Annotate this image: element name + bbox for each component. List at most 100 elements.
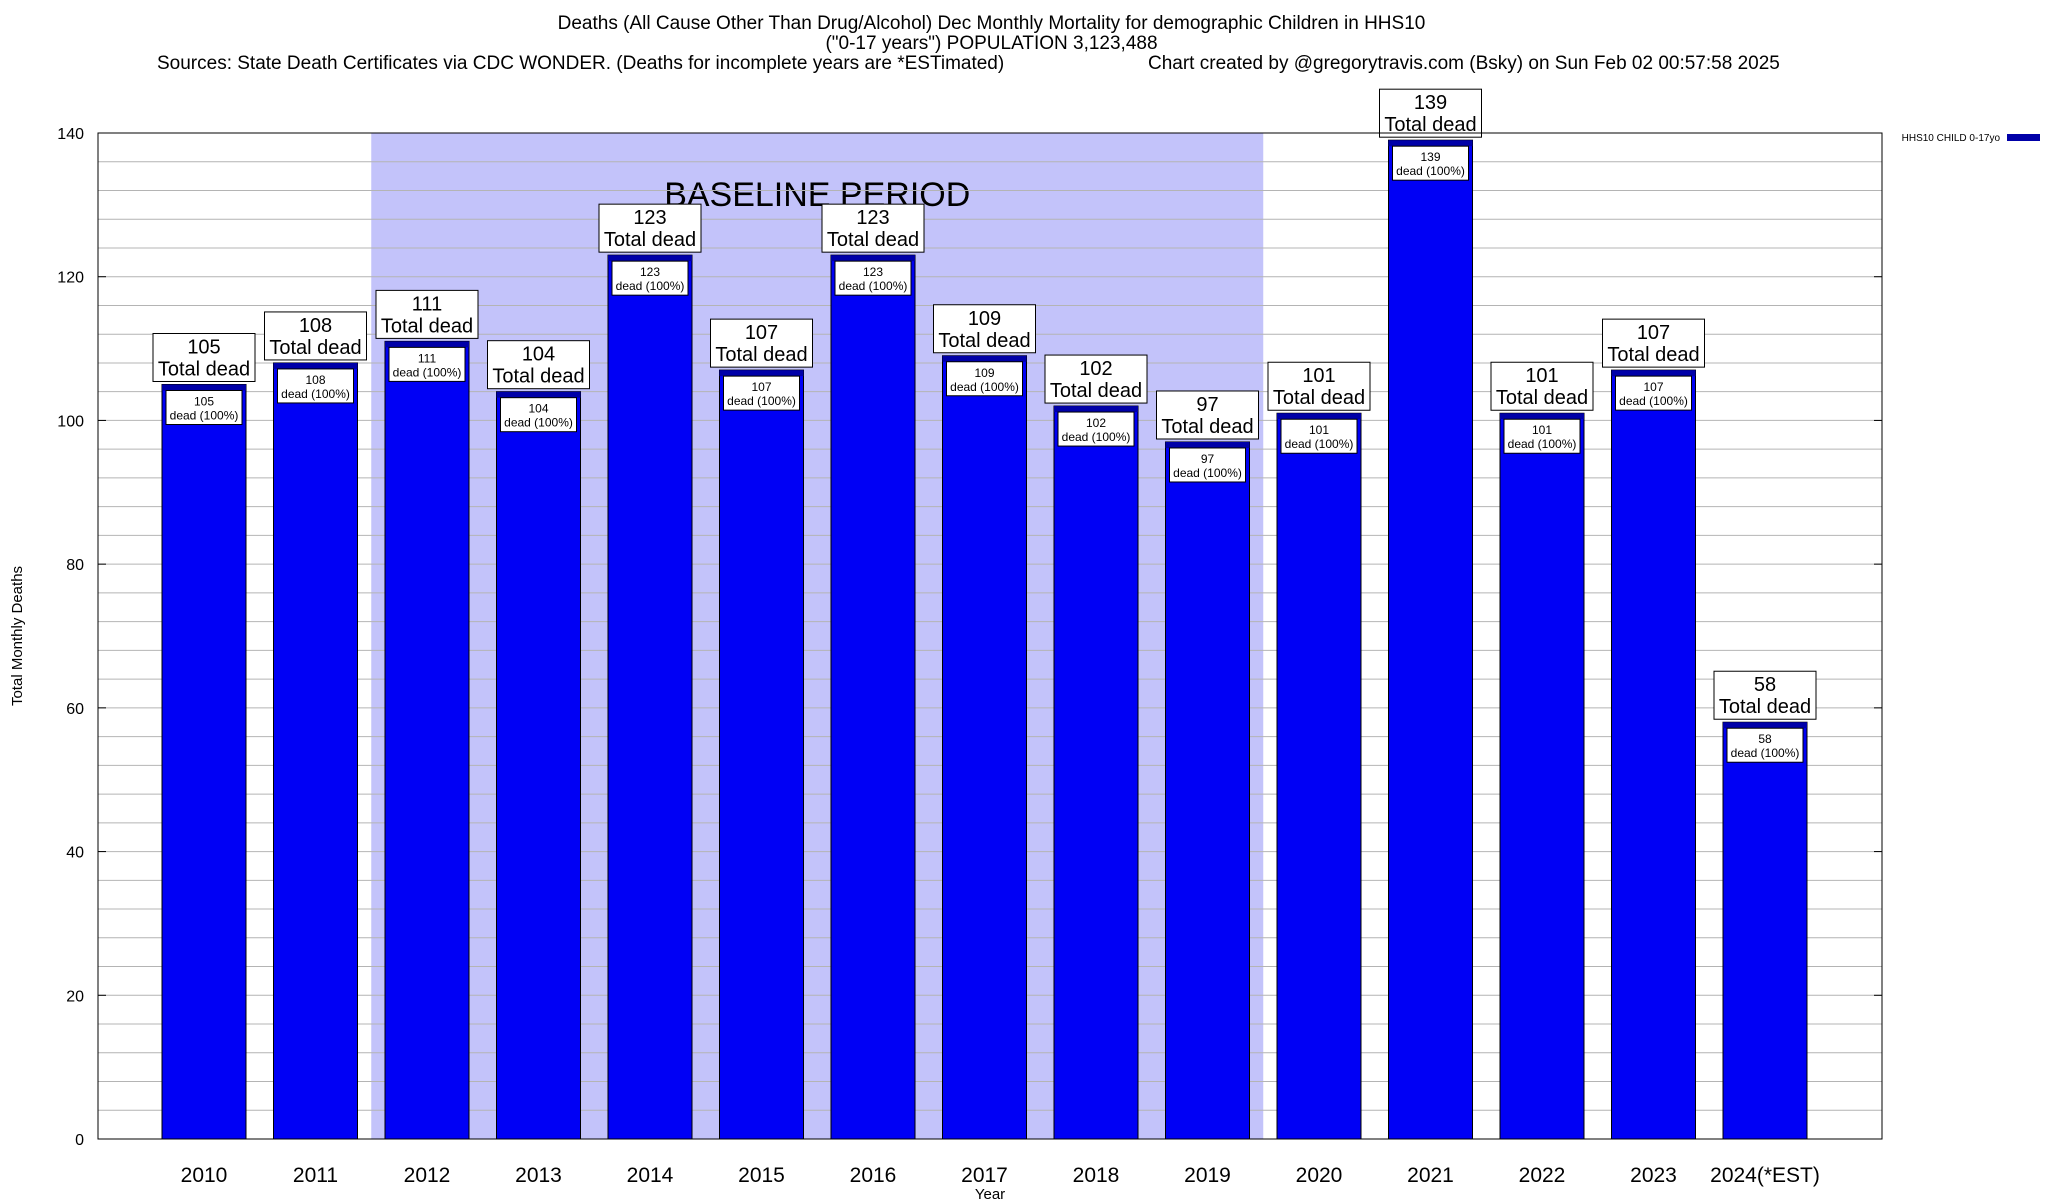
x-tick-label: 2024(*EST) [1710,1164,1820,1187]
bar-inner-label-text: dead (100%) [1173,466,1242,480]
bar [1276,412,1362,1140]
bar-inner-label-value: 101 [1309,423,1329,437]
bar-top-label-text: Total dead [1607,344,1699,366]
bar-top-label-box [487,340,590,390]
x-tick-label: 2012 [404,1164,451,1187]
bar-inner-label-value: 139 [1420,150,1440,164]
legend-swatch [2007,134,2040,141]
legend-entry-label: HHS10 CHILD 0-17yo [1902,133,2001,144]
bar-inner-label-text: dead (100%) [170,409,239,423]
x-tick-label: 2019 [1184,1164,1231,1187]
bar-top-label-text: Total dead [158,359,250,381]
bar-top-band [162,384,246,391]
x-tick-label: 2015 [738,1164,785,1187]
bar-top-label-value: 101 [1302,365,1335,387]
x-tick-label: 2022 [1519,1164,1566,1187]
bar-top-band [942,355,1027,362]
bar-inner-label-value: 101 [1532,423,1552,437]
bar-inner-label-text: dead (100%) [616,279,685,293]
bar-top-label-value: 102 [1079,358,1112,380]
bar-top-band [1611,370,1696,377]
bar-top-label-box [1490,361,1594,411]
bar [719,369,804,1140]
bar-inner-label-text: dead (100%) [727,394,796,408]
x-tick-label: 2021 [1407,1164,1454,1187]
bar-top-label-box [821,203,925,253]
bar-inner-label-box [1057,411,1135,447]
bar [607,254,693,1140]
bar-top-label-value: 107 [745,322,778,344]
x-axis-label: Year [975,1186,1005,1200]
bar-inner-label-text: dead (100%) [1619,394,1688,408]
bar-top-label-text: Total dead [938,330,1030,352]
bar-inner-label-value: 109 [974,366,994,380]
bar [942,355,1027,1140]
chart-title-line-1: Deaths (All Cause Other Than Drug/Alcoho… [557,13,1426,34]
bar-top-label-value: 109 [968,308,1001,330]
y-axis-label: Total Monthly Deaths [9,566,26,706]
bar-inner-label-box [946,361,1023,397]
x-tick-label: 2018 [1073,1164,1120,1187]
bar-inner-label-value: 107 [1643,380,1663,394]
y-tick-label: 20 [66,988,84,1005]
bar-inner-label-text: dead (100%) [839,279,908,293]
bar-top-band [1054,406,1138,413]
bar-inner-label-text: dead (100%) [393,365,462,379]
bar-top-label-box [375,289,479,339]
bar-top-label-box [264,311,367,361]
bar-top-label-text: Total dead [1161,416,1253,438]
bar-top-label-box [1602,318,1705,368]
bar-top-label-box [933,304,1036,354]
bar-inner-label-box [165,390,243,425]
bar [161,384,247,1140]
bar [273,362,358,1140]
bar [1499,412,1585,1140]
y-tick-label: 120 [57,270,84,287]
bar-inner-label-value: 97 [1201,452,1215,466]
bar-top-label-text: Total dead [1496,387,1588,409]
bar-top-label-value: 101 [1525,365,1558,387]
bar-top-label-box [1267,361,1371,411]
bar-top-label-box [1379,88,1482,138]
bar-inner-label-text: dead (100%) [1062,430,1131,444]
bar-top-label-box [1044,354,1148,404]
bar-top-label-value: 104 [522,344,555,366]
y-tick-label: 60 [66,701,84,718]
bar-inner-label-text: dead (100%) [1396,164,1465,178]
bar-top-label-value: 97 [1196,394,1218,416]
bar-top-label-text: Total dead [492,366,584,388]
bar-inner-label-text: dead (100%) [950,380,1019,394]
bar [384,340,470,1140]
x-tick-label: 2010 [181,1164,228,1187]
bar-top-label-value: 105 [187,337,220,359]
bar [1053,405,1139,1140]
x-tick-label: 2014 [627,1164,674,1187]
chart-credit: Chart created by @gregorytravis.com (Bsk… [1148,53,1780,74]
bar-inner-label-value: 105 [194,395,214,409]
bar-top-label-text: Total dead [269,337,361,359]
bar-top-band [719,370,804,377]
bar-top-label-box [152,333,256,382]
bar-inner-label-box [1280,418,1358,454]
bar-top-label-text: Total dead [381,315,473,337]
bar-top-label-text: Total dead [715,344,807,366]
bar-inner-label-value: 102 [1086,416,1106,430]
bar-inner-label-value: 123 [640,265,660,279]
bar-top-band [1388,140,1473,147]
bar-top-label-value: 107 [1637,322,1670,344]
x-tick-label: 2023 [1630,1164,1677,1187]
bar-top-label-value: 108 [299,315,332,337]
bar-top-label-value: 123 [633,207,666,229]
bar-inner-label-value: 108 [305,373,325,387]
bar [1722,721,1808,1140]
bar-inner-label-box [611,260,689,296]
bar-top-label-text: Total dead [1273,387,1365,409]
bar-top-label-value: 139 [1414,92,1447,114]
bar-top-band [831,255,915,262]
bar-top-label-value: 123 [856,207,889,229]
bar-inner-label-value: 111 [418,351,437,365]
x-tick-label: 2017 [961,1164,1008,1187]
y-tick-label: 140 [57,126,84,143]
chart-title-line-2: ("0-17 years") POPULATION 3,123,488 [825,33,1158,54]
plot-frame [97,132,1883,1140]
